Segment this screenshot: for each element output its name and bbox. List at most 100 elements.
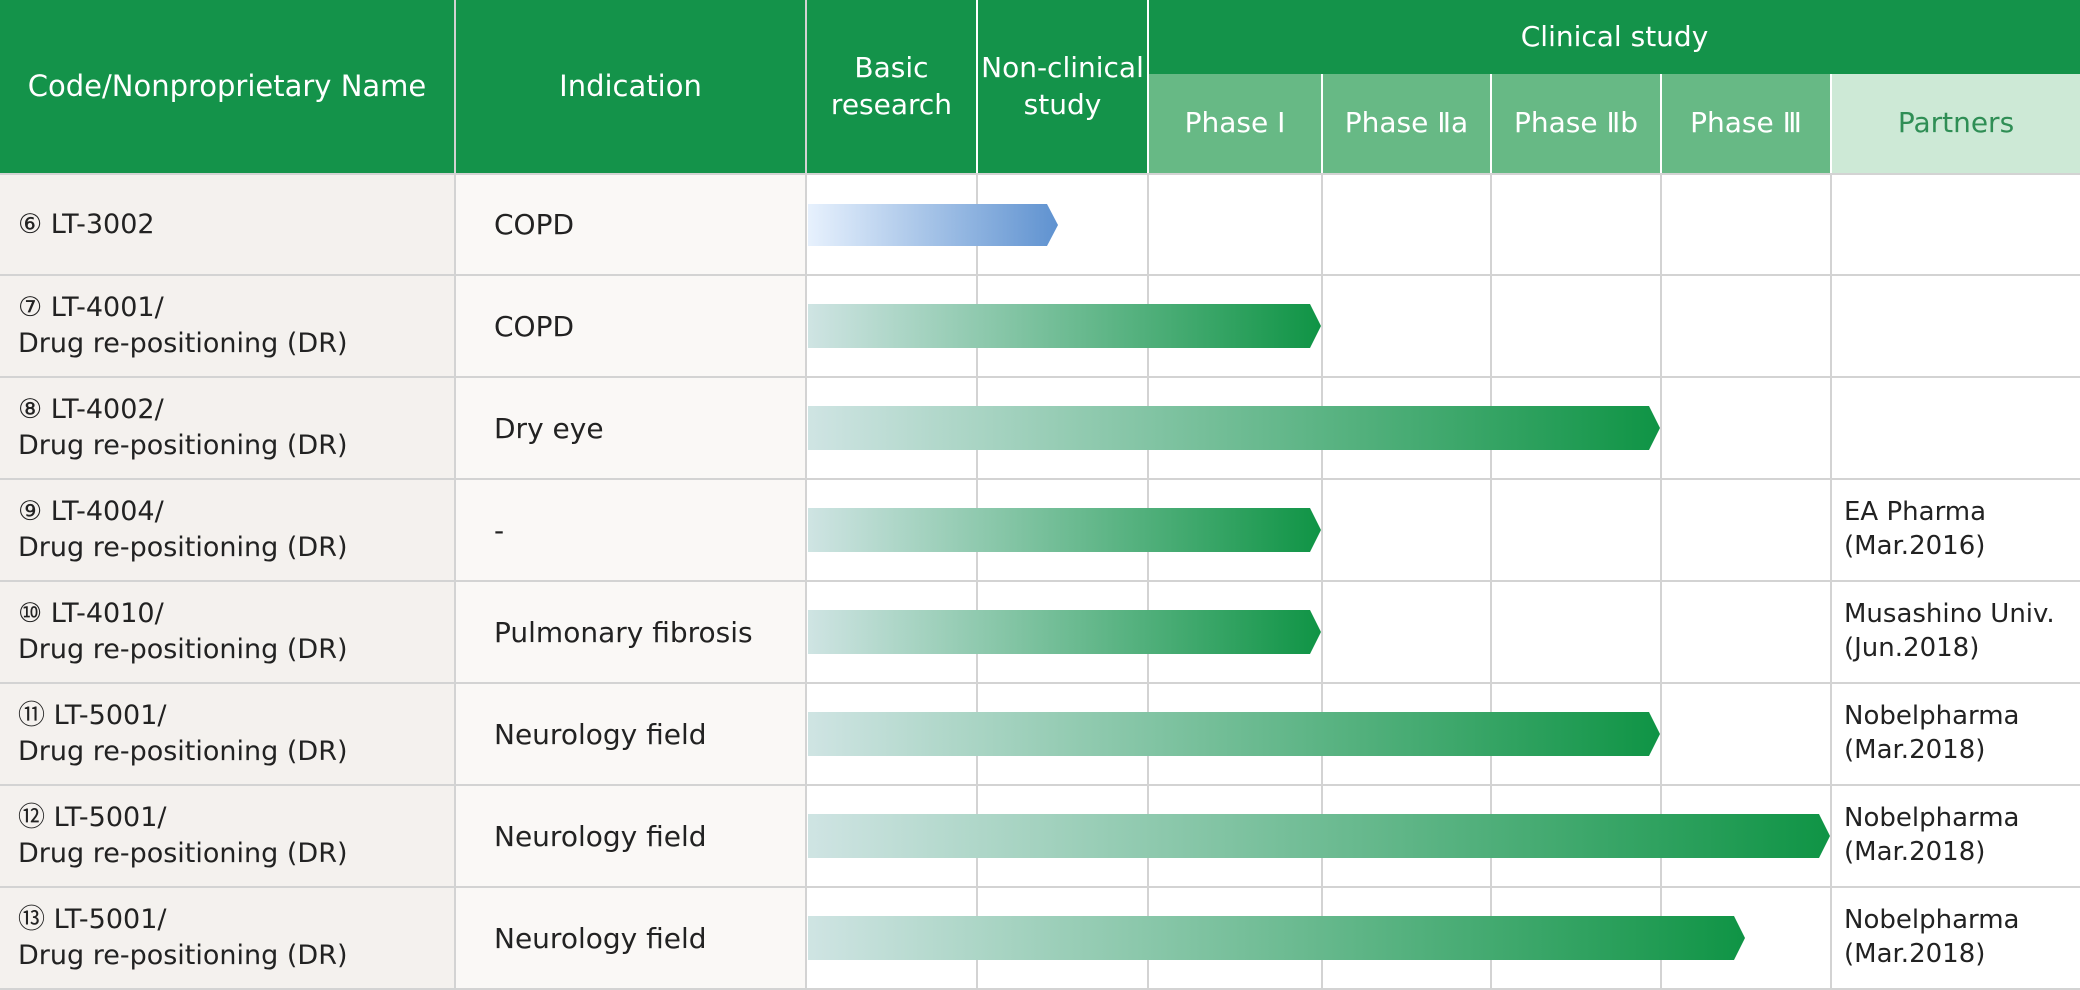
row-7-progress-bar	[808, 814, 1830, 858]
row-2-indication-cell: COPD	[456, 276, 805, 376]
header-basic-research-line1: Basic	[854, 51, 929, 85]
row-2-indication: COPD	[494, 309, 575, 343]
row-4-note: Drug re-positioning (DR)	[18, 532, 348, 563]
row-3-indication-cell: Dry eye	[456, 378, 805, 478]
row-5-code: ⑩ LT-4010/	[18, 598, 164, 630]
row-4-partner: EA Pharma	[1844, 497, 1987, 528]
row-7-indication: Neurology field	[494, 819, 707, 853]
grid-hline	[0, 988, 2080, 990]
row-4-code-cell: ⑨ LT-4004/ Drug re-positioning (DR)	[0, 480, 454, 580]
row-2-progress-bar	[808, 304, 1321, 348]
row-1-indication-cell: COPD	[456, 175, 805, 274]
row-8-code: ⑬ LT-5001/	[18, 904, 167, 936]
grid-hline	[0, 376, 2080, 378]
grid-vline	[454, 0, 456, 990]
row-4-partner-date: (Mar.2016)	[1844, 531, 1986, 561]
header-indication-text: Indication	[559, 68, 702, 103]
grid-hline	[0, 478, 2080, 480]
row-5-partner-date: (Jun.2018)	[1844, 633, 1980, 663]
row-6-progress-bar	[808, 712, 1660, 756]
row-2-code: ⑦ LT-4001/	[18, 292, 164, 324]
row-5-partner-cell: Musashino Univ. (Jun.2018)	[1832, 582, 2080, 682]
row-5-note: Drug re-positioning (DR)	[18, 634, 348, 665]
grid-hline	[0, 580, 2080, 582]
grid-vline	[805, 0, 807, 990]
header-clinical-study-text: Clinical study	[1520, 19, 1709, 53]
row-6-partner-date: (Mar.2018)	[1844, 735, 1986, 765]
row-7-code-cell: ⑫ LT-5001/ Drug re-positioning (DR)	[0, 786, 454, 886]
row-6-note: Drug re-positioning (DR)	[18, 736, 348, 767]
row-4-partner-cell: EA Pharma (Mar.2016)	[1832, 480, 2080, 580]
row-7-partner-cell: Nobelpharma (Mar.2018)	[1832, 786, 2080, 886]
grid-hline	[0, 682, 2080, 684]
header-phase-2a-text: Phase Ⅱa	[1344, 106, 1469, 140]
row-4-code: ⑨ LT-4004/	[18, 496, 164, 528]
row-1-partner-cell	[1832, 175, 2080, 274]
grid-hline	[0, 886, 2080, 888]
row-6-code: ⑪ LT-5001/	[18, 700, 167, 732]
row-3-note: Drug re-positioning (DR)	[18, 430, 348, 461]
row-7-partner-date: (Mar.2018)	[1844, 837, 1986, 867]
row-4-indication-cell: -	[456, 480, 805, 580]
row-5-partner: Musashino Univ.	[1844, 599, 2055, 630]
row-1-code: ⑥ LT-3002	[18, 208, 155, 240]
grid-hline	[0, 173, 2080, 175]
row-8-indication: Neurology field	[494, 921, 707, 955]
header-basic-research-line2: research	[830, 87, 953, 121]
row-1-code-cell: ⑥ LT-3002	[0, 175, 454, 274]
grid-hline	[0, 274, 2080, 276]
row-7-note: Drug re-positioning (DR)	[18, 838, 348, 869]
header-partners: Partners	[1832, 74, 2080, 173]
row-7-indication-cell: Neurology field	[456, 786, 805, 886]
header-clinical-study: Clinical study	[1149, 0, 2080, 74]
row-8-partner-cell: Nobelpharma (Mar.2018)	[1832, 888, 2080, 988]
row-2-code-cell: ⑦ LT-4001/ Drug re-positioning (DR)	[0, 276, 454, 376]
row-4-indication: -	[494, 513, 505, 547]
header-partners-text: Partners	[1897, 106, 2015, 140]
row-3-indication: Dry eye	[494, 411, 604, 445]
header-phase-2b-text: Phase Ⅱb	[1513, 106, 1639, 140]
row-7-code: ⑫ LT-5001/	[18, 802, 167, 834]
row-5-indication: Pulmonary fibrosis	[494, 615, 753, 649]
header-phase-1-text: Phase Ⅰ	[1184, 106, 1286, 140]
row-3-code-cell: ⑧ LT-4002/ Drug re-positioning (DR)	[0, 378, 454, 478]
row-6-indication: Neurology field	[494, 717, 707, 751]
header-non-clinical-study: Non-clinical study	[978, 0, 1147, 173]
header-phase-2b: Phase Ⅱb	[1492, 74, 1660, 173]
row-8-progress-bar	[808, 916, 1745, 960]
header-code-name-text: Code/Nonproprietary Name	[27, 68, 427, 103]
row-2-partner-cell	[1832, 276, 2080, 376]
row-3-progress-bar	[808, 406, 1660, 450]
row-8-note: Drug re-positioning (DR)	[18, 940, 348, 971]
row-6-partner: Nobelpharma	[1844, 701, 2020, 732]
row-8-partner-date: (Mar.2018)	[1844, 939, 1986, 969]
header-phase-2a: Phase Ⅱa	[1323, 74, 1490, 173]
header-non-clinical-line1: Non-clinical	[981, 51, 1144, 85]
row-6-partner-cell: Nobelpharma (Mar.2018)	[1832, 684, 2080, 784]
header-indication: Indication	[456, 0, 805, 173]
row-5-indication-cell: Pulmonary fibrosis	[456, 582, 805, 682]
row-1-indication: COPD	[494, 208, 575, 241]
row-8-partner: Nobelpharma	[1844, 905, 2020, 936]
grid-hline	[0, 784, 2080, 786]
row-3-code: ⑧ LT-4002/	[18, 394, 164, 426]
header-phase-1: Phase Ⅰ	[1149, 74, 1321, 173]
row-6-code-cell: ⑪ LT-5001/ Drug re-positioning (DR)	[0, 684, 454, 784]
row-8-code-cell: ⑬ LT-5001/ Drug re-positioning (DR)	[0, 888, 454, 988]
header-phase-3-text: Phase Ⅲ	[1690, 106, 1802, 140]
header-non-clinical-line2: study	[1023, 87, 1102, 121]
row-2-note: Drug re-positioning (DR)	[18, 328, 348, 359]
row-5-code-cell: ⑩ LT-4010/ Drug re-positioning (DR)	[0, 582, 454, 682]
header-code-name: Code/Nonproprietary Name	[0, 0, 454, 173]
row-8-indication-cell: Neurology field	[456, 888, 805, 988]
row-4-progress-bar	[808, 508, 1321, 552]
header-phase-3: Phase Ⅲ	[1662, 74, 1830, 173]
row-1-progress-bar	[808, 204, 1058, 246]
row-7-partner: Nobelpharma	[1844, 803, 2020, 834]
row-3-partner-cell	[1832, 378, 2080, 478]
header-basic-research: Basic research	[807, 0, 976, 173]
row-6-indication-cell: Neurology field	[456, 684, 805, 784]
row-5-progress-bar	[808, 610, 1321, 654]
